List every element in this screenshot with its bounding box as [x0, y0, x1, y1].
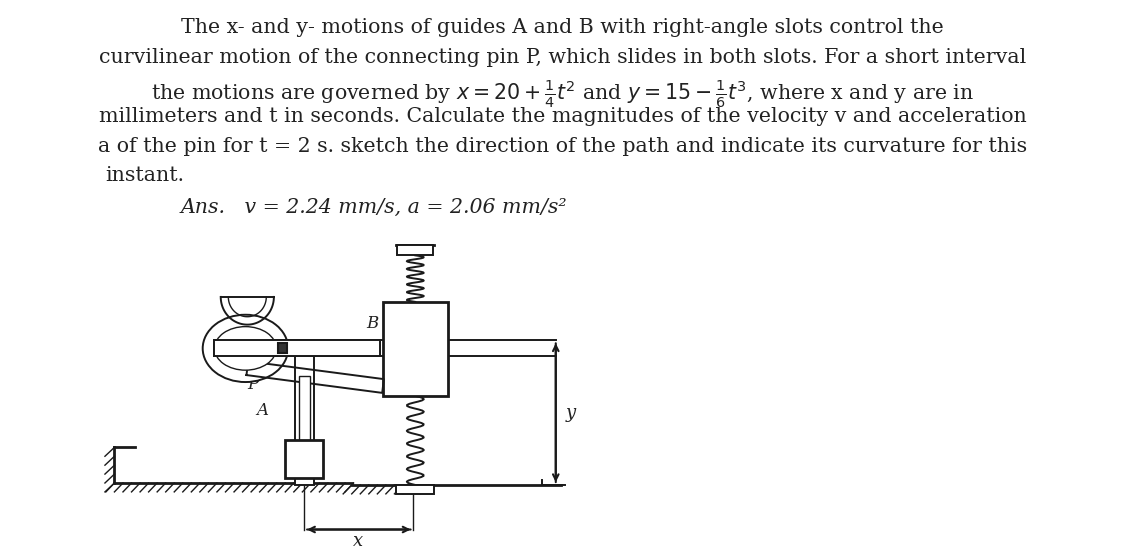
Text: B: B: [366, 315, 378, 332]
Text: P: P: [248, 376, 259, 393]
Text: Ans.   v = 2.24 mm/s, a = 2.06 mm/s²: Ans. v = 2.24 mm/s, a = 2.06 mm/s²: [181, 198, 567, 217]
Ellipse shape: [215, 327, 277, 370]
Bar: [214, 341, 380, 356]
Bar: [295, 356, 314, 485]
Text: a of the pin for t = 2 s. sketch the direction of the path and indicate its curv: a of the pin for t = 2 s. sketch the dir…: [98, 137, 1027, 156]
Text: y: y: [565, 404, 575, 422]
Bar: [214, 341, 380, 356]
Text: millimeters and t in seconds. Calculate the magnitudes of the velocity v and acc: millimeters and t in seconds. Calculate …: [99, 107, 1026, 126]
Text: instant.: instant.: [105, 166, 184, 185]
Bar: [286, 440, 323, 478]
Bar: [278, 343, 287, 353]
Ellipse shape: [202, 315, 288, 382]
Text: The x- and y- motions of guides A and B with right-angle slots control the: The x- and y- motions of guides A and B …: [181, 18, 944, 37]
Text: curvilinear motion of the connecting pin P, which slides in both slots. For a sh: curvilinear motion of the connecting pin…: [99, 48, 1026, 66]
Bar: [382, 302, 448, 396]
Bar: [396, 485, 434, 494]
Text: the motions are governed by $x = 20 + \frac{1}{4}t^{2}$ and $y = 15 - \frac{1}{6: the motions are governed by $x = 20 + \f…: [151, 77, 974, 110]
Bar: [298, 376, 310, 465]
Text: A: A: [256, 402, 268, 419]
Polygon shape: [246, 361, 384, 393]
Bar: [397, 245, 433, 255]
Text: x: x: [353, 532, 363, 551]
